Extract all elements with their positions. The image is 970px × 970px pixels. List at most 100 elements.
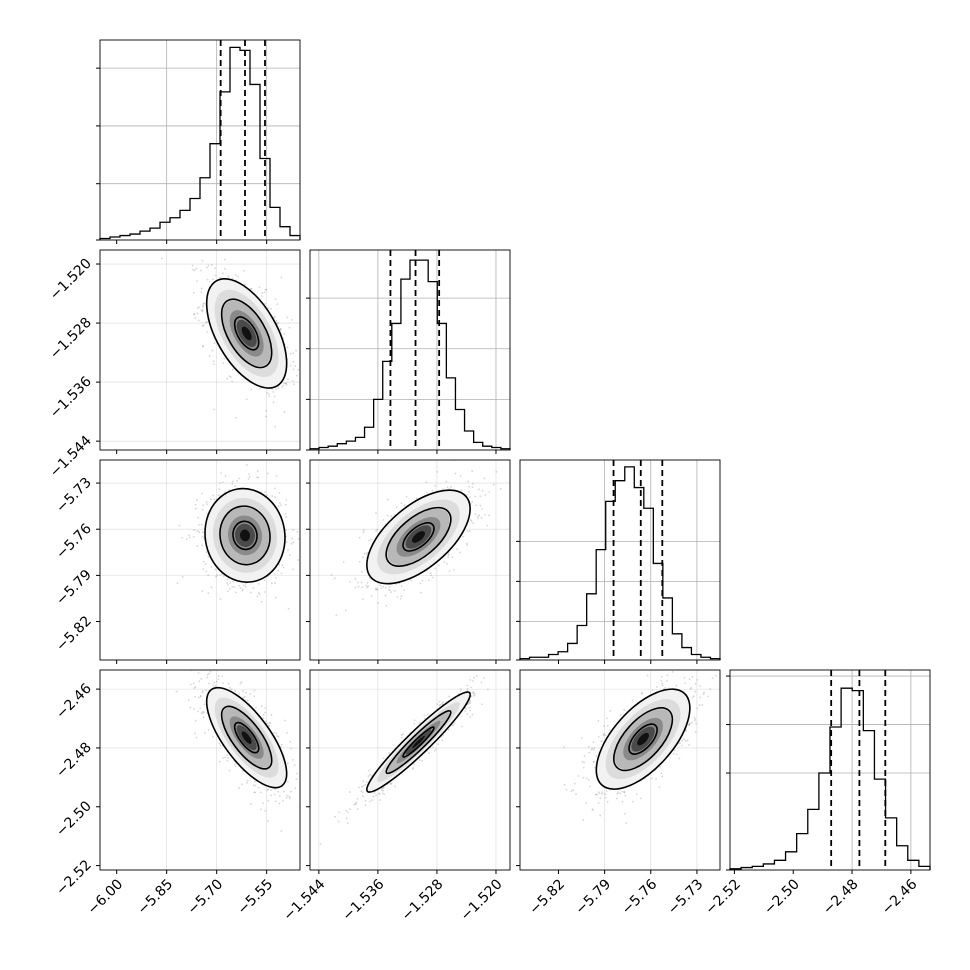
sample-point: [255, 706, 257, 709]
sample-point: [212, 684, 215, 687]
sample-point: [292, 360, 295, 363]
sample-point: [591, 808, 594, 811]
sample-point: [201, 509, 204, 511]
sample-point: [390, 782, 393, 785]
sample-point: [473, 676, 475, 679]
sample-point: [181, 536, 183, 539]
sample-point: [288, 554, 291, 557]
sample-point: [253, 695, 256, 698]
sample-point: [196, 499, 198, 502]
histogram-step-3: [729, 687, 931, 870]
sample-point: [219, 598, 222, 600]
sample-point: [200, 712, 203, 714]
sample-point: [253, 689, 256, 692]
sample-point: [192, 313, 195, 316]
sample-point: [208, 280, 211, 283]
sample-point: [495, 470, 498, 473]
sample-point: [285, 540, 288, 543]
sample-point: [631, 699, 634, 702]
sample-point: [245, 398, 248, 401]
sample-point: [238, 787, 240, 790]
sample-point: [599, 740, 602, 743]
sample-point: [471, 500, 474, 503]
sample-point: [296, 530, 299, 533]
sample-point: [274, 496, 276, 499]
density-panel-2-1: [330, 460, 502, 617]
sample-point: [441, 702, 444, 705]
sample-point: [240, 783, 243, 786]
sample-point: [241, 769, 244, 772]
sample-point: [196, 307, 199, 309]
density-panel-3-2: [562, 670, 717, 825]
sample-point: [465, 494, 468, 496]
sample-point: [597, 719, 600, 722]
sample-point: [471, 482, 474, 485]
contour-line-0: [204, 487, 286, 583]
sample-point: [226, 754, 229, 757]
sample-point: [270, 789, 273, 792]
sample-point: [480, 516, 483, 519]
sample-point: [382, 786, 385, 789]
sample-point: [478, 514, 481, 517]
sample-point: [257, 476, 260, 479]
sample-point: [292, 568, 294, 571]
sample-point: [412, 766, 415, 769]
sample-point: [319, 843, 322, 846]
sample-point: [480, 681, 483, 684]
sample-point: [348, 791, 351, 793]
sample-point: [285, 383, 288, 386]
density-level-5: [412, 735, 425, 749]
sample-point: [206, 673, 209, 676]
sample-point: [194, 317, 197, 319]
sample-point: [224, 756, 227, 759]
sample-point: [470, 520, 473, 522]
sample-point: [388, 588, 391, 591]
data-layer: [99, 40, 931, 870]
sample-point: [227, 584, 229, 586]
sample-point: [268, 393, 270, 395]
sample-point: [358, 536, 361, 539]
sample-point: [335, 614, 338, 617]
sample-point: [373, 792, 376, 794]
sample-point: [673, 749, 676, 752]
sample-point: [459, 551, 462, 554]
sample-point: [337, 820, 340, 823]
sample-point: [480, 703, 483, 706]
sample-point: [223, 357, 226, 360]
sample-point: [270, 308, 273, 310]
contour-line-1: [220, 705, 273, 770]
sample-point: [186, 538, 188, 541]
sample-point: [188, 536, 191, 539]
sample-point: [195, 267, 198, 270]
sample-point: [438, 704, 441, 707]
sample-point: [260, 295, 263, 297]
sample-point: [694, 690, 697, 693]
sample-point: [588, 751, 591, 754]
sample-point: [577, 775, 580, 777]
sample-point: [384, 594, 387, 597]
sample-point: [243, 269, 246, 272]
sample-point: [285, 796, 288, 799]
sample-point: [189, 706, 192, 709]
sample-point: [498, 663, 500, 665]
sample-point: [445, 480, 448, 483]
sample-point: [262, 802, 265, 804]
sample-point: [286, 780, 289, 783]
sample-point: [400, 502, 403, 505]
sample-point: [257, 786, 260, 789]
sample-point: [203, 711, 206, 714]
sample-point: [288, 326, 291, 329]
sample-point: [231, 586, 234, 588]
sample-point: [283, 790, 286, 793]
sample-point: [192, 535, 195, 538]
sample-point: [349, 580, 351, 583]
sample-point: [681, 739, 684, 742]
sample-point: [631, 800, 634, 803]
sample-point: [377, 602, 379, 604]
sample-point: [442, 701, 444, 704]
sample-point: [282, 799, 284, 802]
sample-point: [267, 788, 269, 791]
sample-point: [250, 803, 252, 805]
sample-point: [264, 707, 267, 709]
sample-point: [400, 736, 403, 739]
